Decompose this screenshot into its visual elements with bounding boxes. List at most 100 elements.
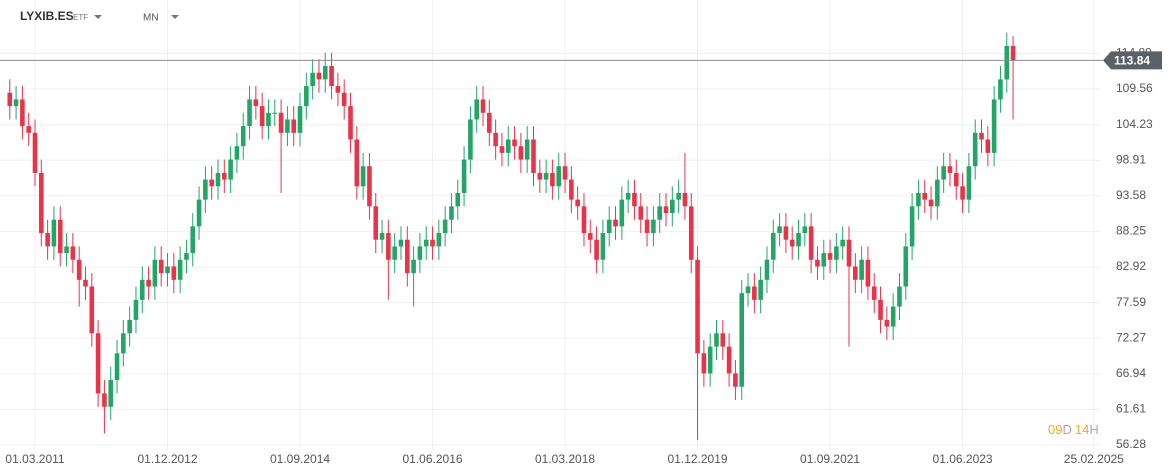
candle-body	[114, 353, 120, 381]
candle-body	[796, 233, 801, 247]
candle-body	[335, 86, 341, 93]
candle-body	[947, 166, 953, 173]
candle-body	[871, 286, 877, 300]
candle-body	[442, 219, 448, 234]
symbol[interactable]: LYXIB.ES	[20, 9, 74, 23]
candle-body	[682, 192, 688, 207]
candle-body	[499, 146, 505, 153]
candle-body	[26, 126, 31, 133]
candle-body	[455, 192, 461, 207]
candle-body	[20, 99, 25, 127]
candle-body	[884, 319, 890, 327]
y-tick-label: 82.92	[1116, 259, 1146, 273]
candle-body	[373, 206, 379, 240]
candle-body	[76, 259, 82, 280]
candle-body	[789, 239, 795, 247]
candle-body	[228, 159, 233, 180]
candle-body	[840, 239, 845, 247]
candle-body	[480, 99, 486, 113]
candle-body	[972, 132, 978, 167]
candle-body	[909, 206, 915, 247]
x-tick-label: 01.09.2021	[800, 452, 860, 466]
candle-body	[404, 239, 410, 274]
dropdown-icon[interactable]	[171, 15, 179, 19]
candle-body	[1010, 45, 1016, 61]
x-tick-label: 01.03.2011	[5, 452, 64, 466]
candle-body	[505, 139, 511, 153]
candle-body	[146, 279, 151, 287]
candle-body	[777, 226, 782, 234]
y-tick-label: 72.27	[1116, 330, 1146, 344]
grid: 56.28 61.61 66.94 72.27 77.59 82.92 88.25 93.58…	[0, 0, 1153, 466]
candle-body	[158, 259, 164, 274]
candle-body	[953, 172, 959, 187]
candle-body	[707, 346, 713, 374]
candle-body	[379, 233, 385, 240]
candle-body	[764, 259, 770, 280]
candle-body	[834, 246, 839, 260]
candle-body	[619, 199, 625, 227]
candle-body	[922, 192, 928, 200]
candle-body	[70, 246, 76, 260]
candle-body	[423, 239, 429, 247]
candle-body	[783, 226, 789, 240]
countdown-days-unit: D	[1062, 422, 1071, 437]
candle-body	[177, 259, 183, 280]
candle-body	[108, 380, 114, 407]
candle-body	[638, 206, 644, 220]
candle-body	[966, 166, 972, 200]
candle-body	[398, 239, 404, 247]
candle-body	[985, 139, 991, 153]
candle-body	[83, 279, 88, 287]
overlay: 113.84	[0, 51, 1162, 70]
candle-body	[64, 246, 69, 254]
candle-body	[360, 166, 366, 187]
candle-body	[196, 199, 202, 227]
candle-body	[89, 286, 95, 334]
candle-body	[310, 72, 315, 87]
candle-body	[865, 259, 871, 287]
candle-body	[234, 146, 240, 160]
candle-body	[247, 99, 252, 127]
candle-body	[411, 259, 416, 274]
last-price-label: 113.84	[1114, 54, 1150, 68]
candle-body	[13, 99, 19, 107]
candle-body	[846, 239, 852, 267]
candle-body	[291, 119, 297, 133]
candle-body	[575, 199, 580, 207]
candle-body	[127, 319, 132, 334]
candle-body	[222, 172, 227, 180]
candle-body	[632, 192, 637, 207]
y-tick-label: 66.94	[1116, 366, 1146, 380]
x-tick-label: 01.12.2012	[137, 452, 197, 466]
candle-body	[758, 279, 763, 300]
candle-body	[139, 279, 145, 300]
candle-body	[7, 92, 13, 107]
y-tick-label: 61.61	[1116, 402, 1146, 416]
candle-body	[184, 253, 189, 260]
candle-body	[518, 146, 524, 160]
candles	[7, 32, 1016, 441]
candle-body	[417, 246, 423, 260]
candle-body	[928, 199, 934, 207]
candle-body	[32, 132, 38, 173]
candle-body	[51, 219, 57, 247]
x-tick-label: 25.02.2025	[1064, 452, 1124, 466]
candle-body	[670, 199, 675, 214]
timeframe[interactable]: MN	[143, 13, 159, 24]
x-tick-label: 01.06.2023	[933, 452, 993, 466]
candle-body	[341, 92, 347, 107]
candle-body	[613, 219, 618, 227]
countdown: 09D 14H	[1048, 422, 1099, 437]
candle-body	[392, 246, 397, 260]
y-tick-label: 77.59	[1116, 295, 1146, 309]
candle-body	[606, 219, 612, 234]
candle-body	[644, 219, 650, 234]
candle-body	[663, 206, 669, 214]
candle-body	[821, 253, 827, 267]
candle-body	[57, 219, 63, 254]
candle-body	[581, 206, 587, 234]
dropdown-icon[interactable]	[94, 15, 102, 19]
countdown-hours: 14	[1075, 422, 1089, 437]
candle-body	[651, 219, 656, 234]
